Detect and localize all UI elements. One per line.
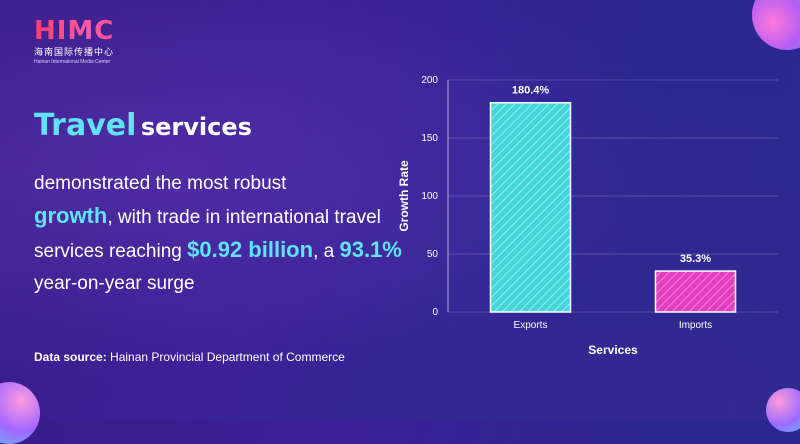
logo-chinese-name: 海南国际传播中心 bbox=[34, 47, 115, 57]
y-tick-label: 0 bbox=[432, 307, 438, 318]
decorative-orb-bottom-left bbox=[0, 382, 40, 444]
data-source-text: Hainan Provincial Department of Commerce bbox=[106, 350, 345, 364]
decorative-orb-top-right bbox=[752, 0, 800, 50]
x-axis-categories: Exports Imports bbox=[514, 320, 713, 331]
body-amount: $0.92 billion bbox=[187, 237, 314, 262]
chart-bars bbox=[489, 101, 737, 313]
body-growth: growth bbox=[34, 203, 108, 228]
body-text-2: , with trade in international travel ser… bbox=[34, 207, 381, 262]
logo: HIMC 海南国际传播中心 Hainan International Media… bbox=[34, 18, 144, 65]
y-tick-label: 150 bbox=[421, 133, 438, 144]
x-tick-label-exports: Exports bbox=[514, 320, 548, 331]
data-label-exports: 180.4% bbox=[512, 85, 550, 97]
headline: Travel services bbox=[34, 108, 252, 143]
headline-accent: Travel bbox=[34, 108, 137, 143]
bar-imports bbox=[654, 270, 737, 313]
data-source-label: Data source: bbox=[34, 350, 107, 364]
x-tick-label-imports: Imports bbox=[679, 320, 712, 331]
body-paragraph: demonstrated the most robust growth, with… bbox=[34, 168, 404, 300]
bar-exports bbox=[489, 101, 572, 313]
logo-english-name: Hainan International Media Center bbox=[34, 59, 111, 65]
body-text-3: , a bbox=[313, 241, 340, 262]
chart-data-labels: 180.4% 35.3% bbox=[512, 85, 711, 265]
y-axis-title: Growth Rate bbox=[397, 160, 411, 232]
headline-rest: services bbox=[140, 113, 252, 141]
y-tick-label: 50 bbox=[427, 249, 439, 260]
x-axis-title: Services bbox=[588, 343, 638, 357]
data-label-imports: 35.3% bbox=[680, 253, 711, 265]
decorative-orb-bottom-right bbox=[766, 388, 800, 432]
logo-mark: HIMC bbox=[34, 18, 144, 44]
body-text-1: demonstrated the most robust bbox=[34, 173, 287, 194]
data-source: Data source: Hainan Provincial Departmen… bbox=[34, 350, 345, 364]
y-tick-label: 100 bbox=[421, 191, 438, 202]
y-axis-ticks: 0 50 100 150 200 bbox=[421, 75, 438, 318]
body-percent: 93.1% bbox=[339, 237, 402, 262]
y-tick-label: 200 bbox=[421, 75, 438, 86]
body-text-4: year-on-year surge bbox=[34, 273, 195, 294]
